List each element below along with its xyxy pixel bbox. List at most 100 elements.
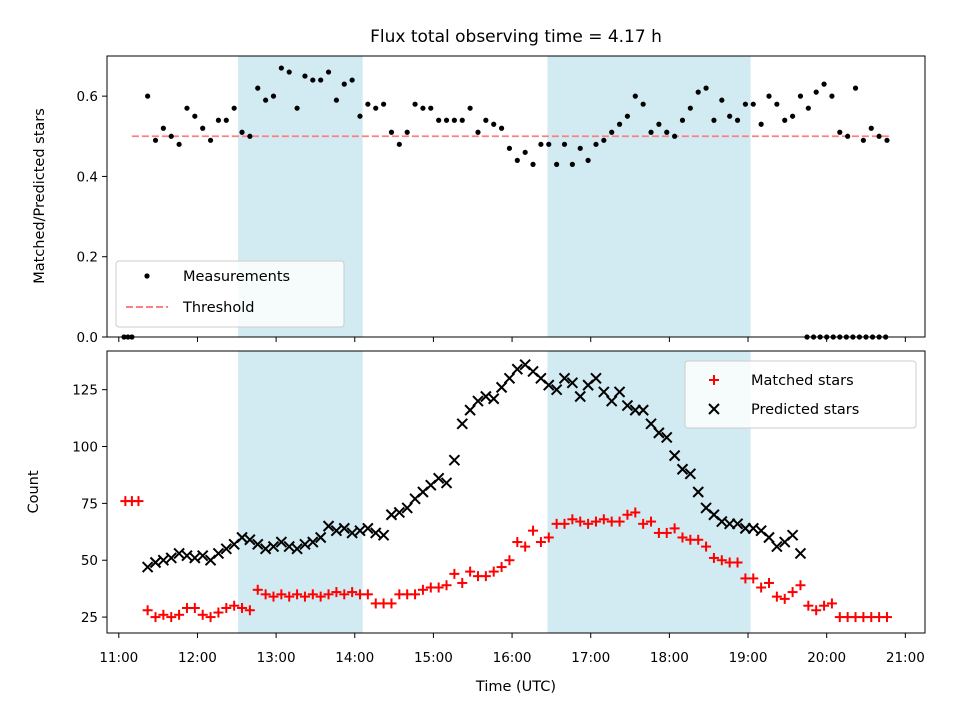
- measurement-point: [609, 129, 615, 135]
- predicted-star-point: [456, 418, 468, 430]
- predicted-star-point: [550, 383, 563, 396]
- measurement-point: [522, 149, 528, 155]
- matched-star-point: [661, 527, 672, 538]
- measurement-point: [491, 121, 497, 127]
- measurement-point: [357, 113, 363, 119]
- matched-star-point: [819, 600, 830, 611]
- matched-star-point: [480, 571, 491, 582]
- measurement-point: [734, 117, 741, 123]
- matched-star-point: [150, 612, 161, 623]
- bottom-y-tick-label: 25: [81, 610, 98, 626]
- measurement-point: [145, 93, 151, 99]
- top-y-tick-label: 0.4: [77, 169, 98, 185]
- matched-star-point: [299, 591, 310, 602]
- bottom-x-axis: 11:00 12:00 13:00 14:00 15:00 16:00 17:00 18:00…: [99, 633, 925, 666]
- predicted-star-point: [338, 522, 350, 535]
- predicted-star-point: [448, 454, 461, 466]
- matched-star-point: [166, 612, 177, 623]
- matched-star-point: [756, 582, 767, 593]
- predicted-star-point: [291, 543, 303, 555]
- matched-star-point: [669, 523, 680, 534]
- top-x-ticks: [118, 337, 906, 342]
- measurement-point: [420, 105, 426, 111]
- matched-star-point: [410, 589, 421, 600]
- measurement-point: [837, 129, 843, 135]
- matched-star-point: [284, 591, 295, 602]
- predicted-star-point: [196, 549, 209, 562]
- measurement-point: [569, 161, 575, 167]
- measurement-point: [412, 101, 418, 107]
- bottom-y-tick-label: 75: [81, 496, 98, 512]
- predicted-stars-series: [141, 358, 807, 573]
- predicted-star-point: [165, 552, 177, 564]
- matched-star-point: [347, 587, 358, 598]
- measurement-point: [373, 105, 379, 111]
- predicted-star-point: [480, 390, 492, 403]
- measurement-point: [404, 129, 410, 135]
- predicted-star-point: [307, 536, 319, 548]
- matched-star-point: [174, 609, 185, 620]
- matched-star-point: [441, 580, 452, 591]
- legend-measurements-marker: [144, 273, 150, 279]
- predicted-star-point: [716, 515, 728, 528]
- predicted-star-point: [472, 395, 484, 407]
- bottom-y-tick-label: 50: [81, 553, 98, 569]
- matched-star-point: [331, 587, 342, 598]
- matched-star-point: [764, 577, 775, 588]
- top-plot-frame: [106, 55, 926, 338]
- predicted-star-point: [763, 531, 775, 544]
- predicted-star-point: [488, 393, 500, 405]
- matched-star-point: [221, 602, 232, 613]
- measurement-point: [656, 121, 662, 127]
- matched-star-point: [575, 516, 586, 527]
- predicted-star-point: [637, 404, 649, 416]
- matched-star-point: [630, 507, 641, 518]
- x-tick-label: 18:00: [650, 650, 689, 666]
- predicted-star-point: [440, 477, 453, 489]
- measurement-point: [184, 105, 190, 111]
- measurement-point: [554, 161, 560, 167]
- matched-star-point: [787, 587, 798, 598]
- measurement-point: [813, 89, 819, 95]
- predicted-star-point: [299, 538, 311, 551]
- measurement-point: [687, 105, 693, 111]
- top-y-tick-label: 0.0: [77, 330, 98, 346]
- measurement-point: [514, 157, 520, 163]
- measurement-point: [506, 145, 513, 151]
- predicted-star-point: [401, 502, 413, 514]
- matched-star-point: [496, 562, 507, 573]
- predicted-star-point: [692, 486, 704, 498]
- measurement-point: [388, 129, 395, 135]
- matched-star-point: [315, 591, 326, 602]
- measurement-point: [365, 101, 371, 107]
- measurement-point: [577, 145, 583, 151]
- predicted-star-point: [684, 468, 697, 480]
- predicted-star-point: [275, 536, 288, 548]
- measurement-point: [876, 133, 882, 139]
- bottom-y-tick-label: 125: [72, 383, 98, 399]
- matched-star-point: [567, 514, 578, 525]
- matched-star-point: [504, 555, 515, 566]
- matched-star-point: [708, 552, 719, 563]
- predicted-star-point: [653, 427, 665, 439]
- predicted-star-point: [322, 520, 335, 532]
- matched-star-point: [276, 589, 287, 600]
- predicted-star-point: [189, 552, 201, 564]
- measurement-point: [341, 81, 347, 87]
- measurement-point: [231, 105, 237, 111]
- legend-predicted-marker: [708, 403, 720, 415]
- top-y-axis: 0.0 0.2 0.4 0.6: [77, 89, 107, 346]
- measurement-point: [782, 117, 788, 123]
- matched-star-point: [457, 577, 468, 588]
- predicted-star-point: [314, 531, 327, 544]
- measurement-point: [286, 69, 292, 75]
- predicted-star-point: [464, 404, 476, 416]
- predicted-star-point: [377, 529, 390, 541]
- matched-star-point: [465, 566, 476, 577]
- measurement-point: [325, 69, 332, 75]
- measurement-point: [601, 137, 607, 143]
- predicted-star-point: [220, 543, 232, 555]
- predicted-star-point: [141, 561, 154, 573]
